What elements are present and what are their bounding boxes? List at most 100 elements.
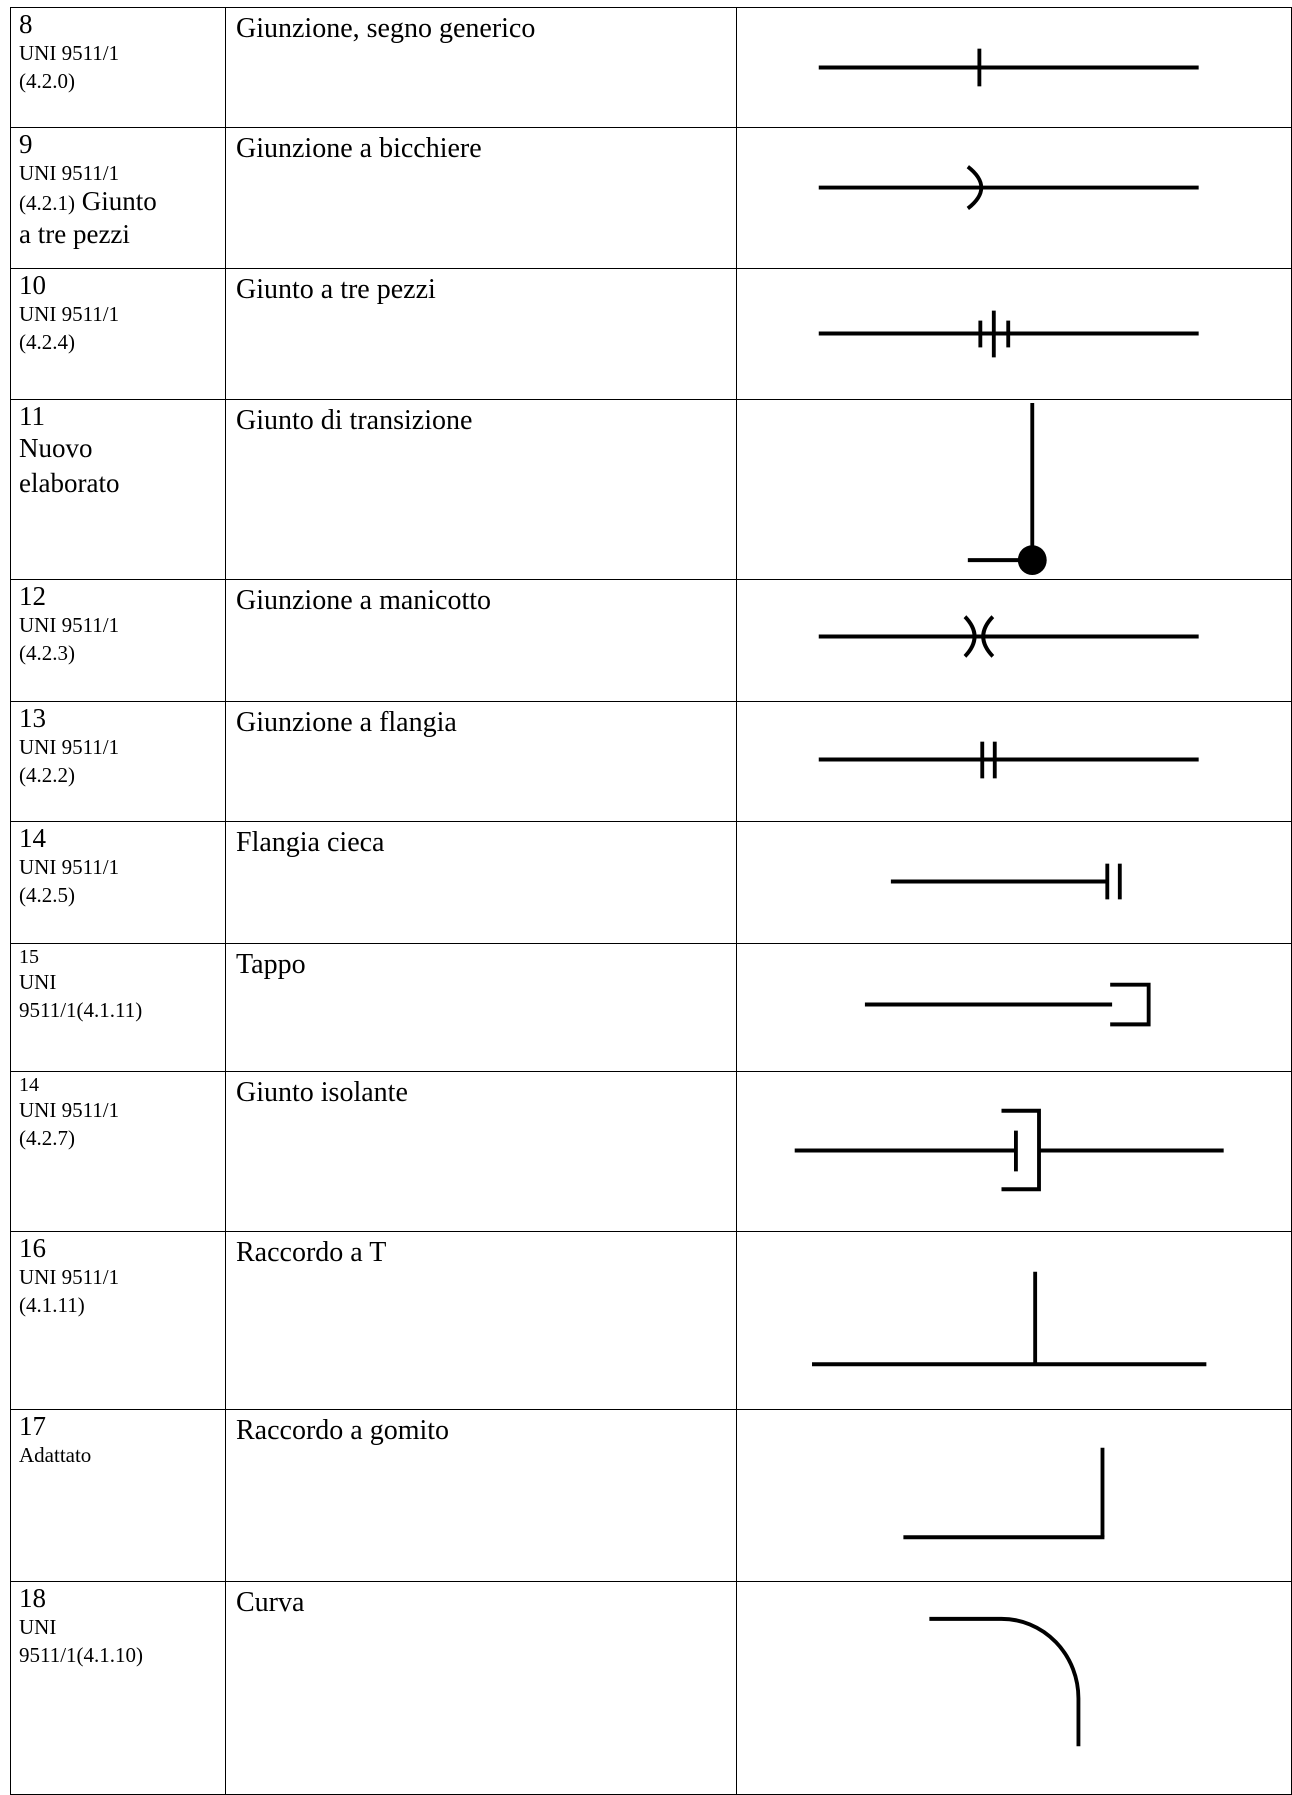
- table-row: 15 UNI 9511/1(4.1.11) Tappo: [10, 943, 1292, 1072]
- standard-reference: Nuovo: [19, 433, 93, 463]
- row-number: 14: [19, 823, 46, 853]
- table-row: 11 Nuovo elaborato Giunto di transizione: [10, 399, 1292, 580]
- table-row: 16 UNI 9511/1 (4.1.11) Raccordo a T: [10, 1231, 1292, 1410]
- standard-clause: (4.2.2): [19, 763, 75, 787]
- table-row: 8 UNI 9511/1 (4.2.0) Giunzione, segno ge…: [10, 7, 1292, 128]
- reference-cell: 10 UNI 9511/1 (4.2.4): [10, 268, 226, 400]
- symbol-description: Giunzione, segno generico: [236, 13, 536, 44]
- cap-icon: [864, 982, 1151, 1027]
- symbol-cell: [736, 943, 1292, 1072]
- insulating-joint-icon: [794, 1108, 1224, 1192]
- symbol-cell: [736, 1581, 1292, 1795]
- standard-reference: UNI 9511/1: [19, 1265, 120, 1289]
- standard-reference: UNI 9511/1: [19, 1098, 120, 1122]
- symbol-description: Giunto di transizione: [236, 405, 473, 436]
- symbol-cell: [736, 1231, 1292, 1410]
- symbol-cell: [736, 7, 1292, 128]
- description-cell: Giunzione a bicchiere: [225, 127, 737, 269]
- description-cell: Giunzione, segno generico: [225, 7, 737, 128]
- standard-reference: UNI 9511/1: [19, 41, 120, 65]
- description-cell: Giunzione a manicotto: [225, 579, 737, 702]
- standard-clause: (4.2.0): [19, 69, 75, 93]
- tee-fitting-icon: [812, 1271, 1207, 1367]
- three-piece-joint-icon: [818, 310, 1199, 358]
- reference-cell: 17 Adattato: [10, 1409, 226, 1582]
- standard-reference: UNI: [19, 970, 57, 994]
- standard-reference: UNI 9511/1: [19, 613, 120, 637]
- symbol-cell: [736, 821, 1292, 944]
- standard-clause: elaborato: [19, 468, 120, 498]
- reference-cell: 14 UNI 9511/1 (4.2.5): [10, 821, 226, 944]
- description-cell: Flangia cieca: [225, 821, 737, 944]
- reference-cell: 9 UNI 9511/1 (4.2.1) Giunto a tre pezzi: [10, 127, 226, 269]
- standard-note: a tre pezzi: [19, 219, 130, 249]
- symbol-cell: [736, 399, 1292, 580]
- sleeve-joint-icon: [818, 615, 1199, 658]
- description-cell: Raccordo a gomito: [225, 1409, 737, 1582]
- standard-reference: Adattato: [19, 1443, 92, 1467]
- reference-cell: 13 UNI 9511/1 (4.2.2): [10, 701, 226, 822]
- table-row: 18 UNI 9511/1(4.1.10) Curva: [10, 1581, 1292, 1795]
- standard-clause: (4.1.11): [19, 1293, 85, 1317]
- row-number: 8: [19, 9, 33, 39]
- pipe-symbols-table: 8 UNI 9511/1 (4.2.0) Giunzione, segno ge…: [10, 7, 1292, 1795]
- description-cell: Tappo: [225, 943, 737, 1072]
- row-number: 15: [19, 946, 39, 968]
- description-cell: Raccordo a T: [225, 1231, 737, 1410]
- bend-icon: [929, 1616, 1081, 1747]
- symbol-cell: [736, 1071, 1292, 1232]
- standard-clause: (4.2.7): [19, 1126, 75, 1150]
- symbol-description: Giunzione a bicchiere: [236, 133, 482, 164]
- flange-joint-icon: [818, 741, 1199, 779]
- reference-cell: 14 UNI 9511/1 (4.2.7): [10, 1071, 226, 1232]
- symbol-cell: [736, 1409, 1292, 1582]
- generic-joint-icon: [818, 48, 1199, 87]
- table-row: 17 Adattato Raccordo a gomito: [10, 1409, 1292, 1582]
- standard-clause: 9511/1(4.1.10): [19, 1643, 144, 1667]
- symbol-cell: [736, 268, 1292, 400]
- standard-reference: UNI 9511/1: [19, 161, 120, 185]
- symbol-description: Curva: [236, 1587, 305, 1618]
- standard-clause: (4.2.1) Giunto: [19, 187, 225, 217]
- description-cell: Curva: [225, 1581, 737, 1795]
- table-row: 13 UNI 9511/1 (4.2.2) Giunzione a flangi…: [10, 701, 1292, 822]
- reference-cell: 18 UNI 9511/1(4.1.10): [10, 1581, 226, 1795]
- row-number: 10: [19, 270, 46, 300]
- standard-reference: UNI 9511/1: [19, 302, 120, 326]
- row-number: 11: [19, 401, 45, 431]
- reference-cell: 12 UNI 9511/1 (4.2.3): [10, 579, 226, 702]
- standard-reference: UNI 9511/1: [19, 855, 120, 879]
- reference-cell: 15 UNI 9511/1(4.1.11): [10, 943, 226, 1072]
- clause-tail: Giunto: [75, 186, 157, 216]
- reference-cell: 8 UNI 9511/1 (4.2.0): [10, 7, 226, 128]
- symbol-description: Giunzione a manicotto: [236, 585, 492, 616]
- table-row: 9 UNI 9511/1 (4.2.1) Giunto a tre pezzi …: [10, 127, 1292, 269]
- row-number: 13: [19, 703, 46, 733]
- description-cell: Giunto isolante: [225, 1071, 737, 1232]
- row-number: 17: [19, 1411, 46, 1441]
- standard-reference: UNI: [19, 1615, 57, 1639]
- row-number: 18: [19, 1583, 46, 1613]
- symbol-cell: [736, 701, 1292, 822]
- standard-reference: UNI 9511/1: [19, 735, 120, 759]
- standard-clause: (4.2.3): [19, 641, 75, 665]
- symbol-cell: [736, 127, 1292, 269]
- description-cell: Giunto di transizione: [225, 399, 737, 580]
- symbol-description: Giunto a tre pezzi: [236, 274, 436, 305]
- symbol-cell: [736, 579, 1292, 702]
- symbol-description: Flangia cieca: [236, 827, 385, 858]
- description-cell: Giunzione a flangia: [225, 701, 737, 822]
- reference-cell: 11 Nuovo elaborato: [10, 399, 226, 580]
- row-number: 12: [19, 581, 46, 611]
- standard-clause: 9511/1(4.1.11): [19, 998, 143, 1022]
- standard-clause: (4.2.4): [19, 330, 75, 354]
- row-number: 9: [19, 129, 33, 159]
- table-row: 14 UNI 9511/1 (4.2.5) Flangia cieca: [10, 821, 1292, 944]
- table-row: 12 UNI 9511/1 (4.2.3) Giunzione a manico…: [10, 579, 1292, 702]
- description-cell: Giunto a tre pezzi: [225, 268, 737, 400]
- symbol-description: Raccordo a T: [236, 1237, 387, 1268]
- symbol-description: Raccordo a gomito: [236, 1415, 450, 1446]
- table-row: 10 UNI 9511/1 (4.2.4) Giunto a tre pezzi: [10, 268, 1292, 400]
- symbol-description: Tappo: [236, 949, 306, 980]
- table-row: 14 UNI 9511/1 (4.2.7) Giunto isolante: [10, 1071, 1292, 1232]
